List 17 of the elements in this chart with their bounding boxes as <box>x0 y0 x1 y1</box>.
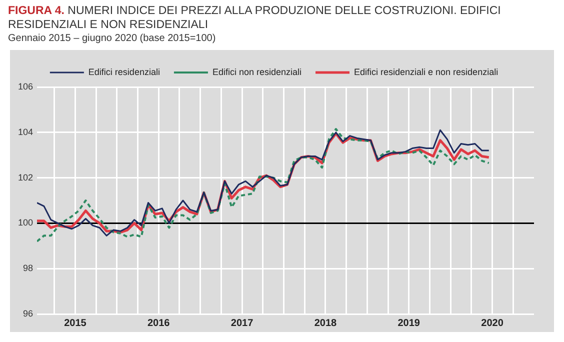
y-tick-label: 106 <box>18 81 34 92</box>
x-tick-label: 2019 <box>398 318 420 329</box>
y-tick-label: 98 <box>23 263 34 274</box>
x-tick-label: 2017 <box>230 318 254 329</box>
y-tick-label: 104 <box>18 126 34 137</box>
y-tick-label: 100 <box>18 218 34 228</box>
x-tick-label: 2018 <box>314 318 338 329</box>
legend-label: Edifici residenziali e non residenziali <box>354 66 498 77</box>
x-tick-label: 2016 <box>147 318 170 329</box>
x-tick-label: 2015 <box>64 318 87 329</box>
legend-label: Edifici residenziali <box>88 66 160 77</box>
legend-label: Edifici non residenziali <box>212 66 302 77</box>
chart-subtitle: Gennaio 2015 – giugno 2020 (base 2015=100) <box>7 32 217 46</box>
y-tick-label: 96 <box>23 308 34 318</box>
chart-title: FIGURA 4. NUMERI INDICE DEI PREZZI ALLA PRODUZIONE DELLE COSTRUZIONI. EDIFICI RESIDENZIALI E NON RESIDENZIALI <box>8 5 501 31</box>
y-tick-label: 102 <box>18 172 34 182</box>
x-tick-label: 2020 <box>481 318 504 329</box>
